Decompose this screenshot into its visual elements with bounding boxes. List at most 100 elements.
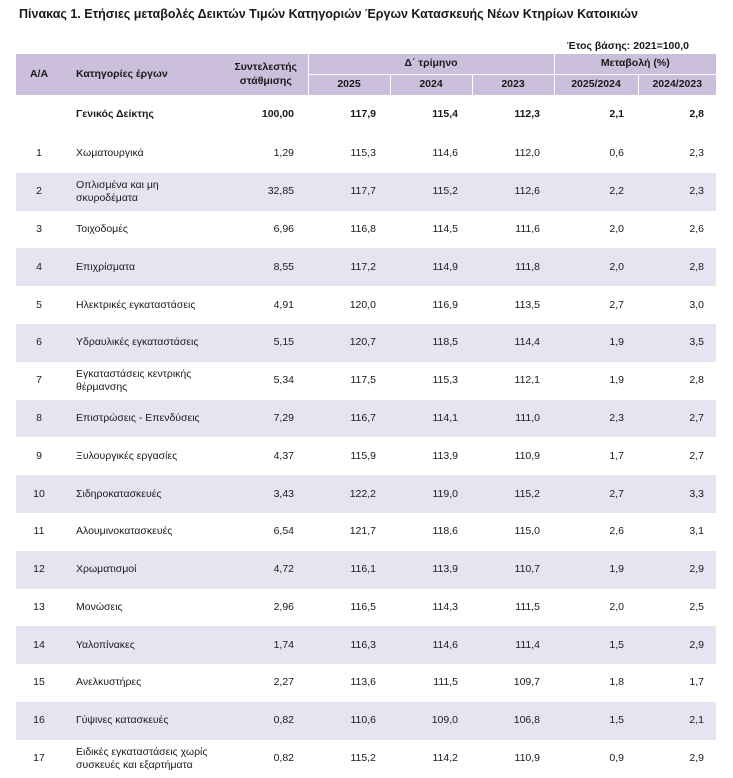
header-aa: Α/Α — [16, 54, 62, 95]
row-value-2025: 122,2 — [308, 475, 390, 513]
row-value-2023: 111,6 — [515, 222, 541, 235]
row-weight: 32,85 — [224, 172, 308, 211]
row-value-2023: 112,0 — [514, 147, 541, 160]
row-value-2024: 114,6 — [432, 147, 459, 160]
row-value-2023: 113,5 — [514, 298, 541, 311]
row-change-2024-2023: 3,1 — [689, 525, 705, 538]
row-weight: 8,55 — [224, 248, 308, 287]
table-row: 10 Σιδηροκατασκευές 3,43 122,2 119,0 115,2 2,7… — [16, 475, 717, 513]
row-aa: 6 — [16, 323, 62, 362]
row-category: Ξυλουργικές εργασίες — [76, 449, 178, 462]
row-change-2025-2024: 1,5 — [554, 701, 639, 740]
row-value-2023: 111,0 — [472, 399, 555, 438]
row-weight: 1,29 — [273, 147, 294, 160]
row-change-2025-2024: 0,9 — [609, 752, 625, 765]
row-aa — [16, 95, 62, 135]
row-value-2023: 111,5 — [515, 600, 541, 613]
row-value-2024: 113,9 — [390, 550, 472, 589]
header-year-2025: 2025 — [307, 74, 390, 95]
row-weight: 5,34 — [273, 374, 294, 387]
row-category: Επιστρώσεις - Επενδύσεις — [62, 399, 224, 438]
row-value-2024: 115,2 — [390, 172, 472, 211]
row-value-2024: 114,5 — [432, 222, 459, 235]
row-value-2025: 115,9 — [350, 449, 377, 462]
header-year-2024: 2024 — [389, 74, 472, 95]
row-weight: 1,74 — [224, 626, 308, 665]
row-value-2023: 109,7 — [513, 676, 541, 689]
row-value-2023: 110,7 — [472, 550, 555, 589]
row-change-2025-2024: 2,0 — [609, 600, 625, 613]
row-value-2024: 116,9 — [432, 298, 459, 311]
row-value-2024: 111,5 — [433, 676, 458, 689]
table-row: 7 Εγκαταστάσεις κεντρικής θέρμανσης 5,34 11… — [16, 362, 716, 400]
row-value-2024: 115,4 — [432, 108, 458, 121]
row-weight: 4,91 — [273, 298, 294, 311]
row-change-2025-2024: 0,6 — [609, 147, 625, 160]
table-title: Πίνακας 1. Ετήσιες μεταβολές Δεικτών Τιμ… — [19, 7, 638, 21]
row-weight: 5,15 — [224, 323, 308, 362]
row-change-2024-2023: 3,3 — [638, 475, 717, 513]
row-change-2025-2024: 1,9 — [554, 323, 639, 362]
row-change-2025-2024: 1,9 — [554, 550, 639, 589]
row-change-2025-2024: 2,7 — [609, 298, 625, 311]
row-weight: 4,72 — [224, 550, 308, 589]
table-row: 2 Οπλισμένα και μη σκυροδέματα 32,85 117,7 1… — [16, 172, 717, 211]
row-change-2024-2023: 2,9 — [638, 550, 717, 589]
row-weight: 6,96 — [273, 222, 294, 235]
table-row: 15 Ανελκυστήρες 2,27 113,6 111,5 109,7 1,8 1,7 — [16, 664, 716, 702]
header-change-2025-2024: 2025/2024 — [553, 74, 639, 95]
row-aa: 7 — [36, 374, 42, 387]
row-value-2025: 116,3 — [308, 626, 390, 665]
row-change-2024-2023: 2,7 — [638, 399, 717, 438]
row-aa: 8 — [16, 399, 62, 438]
header-change: Μεταβολή (%) — [553, 54, 717, 75]
row-change-2025-2024: 2,0 — [554, 248, 639, 287]
row-value-2025: 115,2 — [350, 752, 377, 765]
table-row: 13 Μονώσεις 2,96 116,5 114,3 111,5 2,0 2,5 — [16, 589, 716, 627]
row-value-2023: 114,4 — [472, 323, 555, 362]
row-value-2023: 111,8 — [472, 248, 555, 287]
row-aa: 10 — [16, 475, 62, 513]
row-value-2024: 118,6 — [432, 525, 459, 538]
table-row: 4 Επιχρίσματα 8,55 117,2 114,9 111,8 2,0 2,8 — [16, 248, 717, 287]
header-change-2024-2023: 2024/2023 — [637, 74, 717, 95]
row-weight: 2,96 — [273, 600, 294, 613]
row-value-2023: 110,9 — [514, 752, 541, 765]
row-value-2024: 109,0 — [390, 701, 472, 740]
row-value-2024: 114,1 — [390, 399, 472, 438]
row-category: Χωματουργικά — [76, 147, 144, 160]
row-weight: 3,43 — [224, 475, 308, 513]
row-aa: 3 — [36, 222, 42, 235]
row-aa: 14 — [16, 626, 62, 665]
row-change-2025-2024: 1,7 — [609, 449, 625, 462]
row-aa: 1 — [36, 147, 42, 160]
row-change-2024-2023: 2,1 — [638, 701, 717, 740]
row-value-2023: 112,6 — [472, 172, 555, 211]
table-row: 9 Ξυλουργικές εργασίες 4,37 115,9 113,9 110,9… — [16, 437, 716, 475]
row-category: Ειδικές εγκαταστάσεις χωρίς συσκευές και… — [76, 745, 208, 771]
header-quarter: Δ΄ τρίμηνο — [307, 54, 555, 75]
row-weight: 2,27 — [273, 676, 294, 689]
row-change-2024-2023: 3,5 — [638, 323, 717, 362]
row-aa: 12 — [16, 550, 62, 589]
header-year-2023: 2023 — [471, 74, 555, 95]
row-category: Σιδηροκατασκευές — [62, 475, 224, 513]
row-value-2025: 121,7 — [349, 525, 376, 538]
row-weight: 4,37 — [273, 449, 294, 462]
row-weight: 100,00 — [261, 108, 294, 121]
row-change-2024-2023: 2,6 — [689, 222, 705, 235]
row-value-2023: 115,2 — [472, 475, 555, 513]
row-value-2023: 115,0 — [514, 525, 541, 538]
row-value-2024: 114,9 — [390, 248, 472, 287]
row-value-2024: 114,2 — [432, 752, 459, 765]
row-value-2023: 112,1 — [514, 374, 541, 387]
row-change-2025-2024: 1,9 — [609, 374, 625, 387]
row-value-2025: 115,3 — [350, 147, 377, 160]
row-value-2025: 120,7 — [308, 323, 390, 362]
row-value-2025: 120,0 — [349, 298, 376, 311]
row-aa: 17 — [33, 752, 45, 765]
row-aa: 16 — [16, 701, 62, 740]
row-value-2025: 117,7 — [308, 172, 390, 211]
row-aa: 2 — [16, 172, 62, 211]
row-change-2025-2024: 2,7 — [554, 475, 639, 513]
